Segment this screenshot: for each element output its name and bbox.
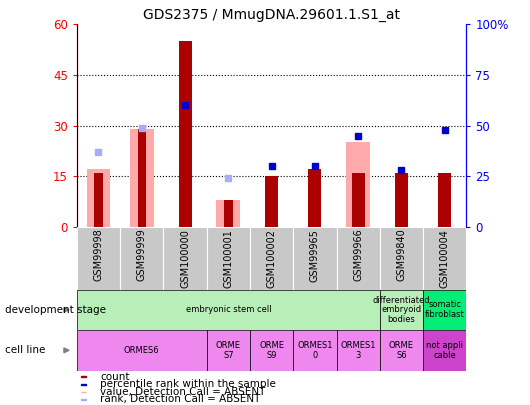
- Text: GSM100004: GSM100004: [440, 229, 450, 288]
- Text: ORMES1
0: ORMES1 0: [297, 341, 333, 360]
- Bar: [94, 173, 103, 227]
- Bar: [77, 227, 120, 290]
- Text: ORME
S6: ORME S6: [389, 341, 414, 360]
- Text: value, Detection Call = ABSENT: value, Detection Call = ABSENT: [100, 387, 266, 397]
- Text: cell line: cell line: [5, 345, 46, 355]
- Text: ORMES1
3: ORMES1 3: [340, 341, 376, 360]
- Text: GSM100000: GSM100000: [180, 229, 190, 288]
- Text: rank, Detection Call = ABSENT: rank, Detection Call = ABSENT: [100, 394, 261, 405]
- Text: GSM100002: GSM100002: [267, 229, 277, 288]
- Bar: [265, 176, 278, 227]
- Bar: [423, 330, 466, 371]
- Bar: [337, 330, 380, 371]
- Bar: [224, 200, 233, 227]
- Text: count: count: [100, 372, 130, 382]
- Text: ORME
S7: ORME S7: [216, 341, 241, 360]
- Bar: [207, 330, 250, 371]
- Text: embryonic stem cell: embryonic stem cell: [186, 305, 271, 314]
- Text: GSM99999: GSM99999: [137, 229, 147, 281]
- Bar: [250, 227, 293, 290]
- Bar: [293, 330, 337, 371]
- Bar: [380, 330, 423, 371]
- Title: GDS2375 / MmugDNA.29601.1.S1_at: GDS2375 / MmugDNA.29601.1.S1_at: [143, 8, 400, 22]
- Text: development stage: development stage: [5, 305, 107, 315]
- Text: ORME
S9: ORME S9: [259, 341, 284, 360]
- Text: GSM100001: GSM100001: [223, 229, 233, 288]
- Text: somatic
fibroblast: somatic fibroblast: [425, 301, 465, 319]
- Bar: [423, 227, 466, 290]
- Bar: [86, 169, 110, 227]
- Bar: [337, 227, 380, 290]
- Bar: [207, 227, 250, 290]
- Bar: [81, 384, 86, 385]
- Bar: [138, 129, 146, 227]
- Bar: [130, 129, 154, 227]
- Bar: [380, 227, 423, 290]
- Bar: [77, 330, 207, 371]
- Bar: [351, 173, 365, 227]
- Text: GSM99998: GSM99998: [93, 229, 103, 281]
- Bar: [438, 173, 452, 227]
- Bar: [346, 143, 370, 227]
- Bar: [423, 290, 466, 330]
- Bar: [293, 227, 337, 290]
- Text: percentile rank within the sample: percentile rank within the sample: [100, 379, 276, 389]
- Bar: [308, 169, 322, 227]
- Bar: [179, 41, 192, 227]
- Text: GSM99966: GSM99966: [353, 229, 363, 281]
- Bar: [163, 227, 207, 290]
- Bar: [216, 200, 240, 227]
- Text: ORMES6: ORMES6: [124, 346, 160, 355]
- Text: GSM99840: GSM99840: [396, 229, 407, 281]
- Bar: [81, 399, 86, 400]
- Text: differentiated
embryoid
bodies: differentiated embryoid bodies: [373, 296, 430, 324]
- Text: GSM99965: GSM99965: [310, 229, 320, 281]
- Bar: [120, 227, 163, 290]
- Bar: [395, 173, 408, 227]
- Bar: [250, 330, 293, 371]
- Bar: [380, 290, 423, 330]
- Bar: [77, 290, 380, 330]
- Text: not appli
cable: not appli cable: [426, 341, 463, 360]
